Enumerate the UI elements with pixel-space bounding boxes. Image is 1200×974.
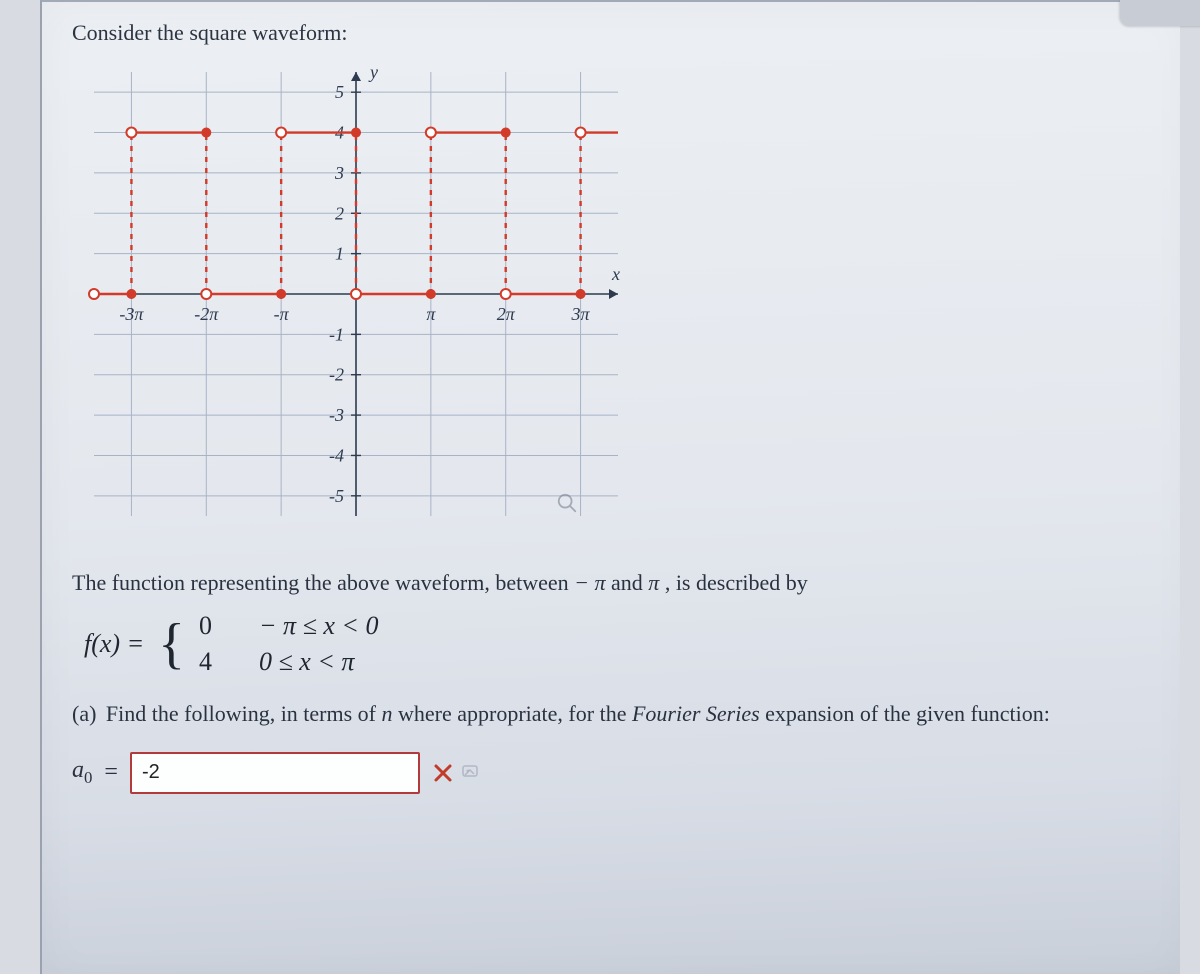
svg-text:x: x bbox=[611, 264, 620, 284]
svg-text:y: y bbox=[368, 62, 378, 82]
part-a-t2: where appropriate, for the bbox=[398, 701, 632, 726]
case-condition: 0 ≤ x < π bbox=[259, 647, 354, 677]
function-description: The function representing the above wave… bbox=[72, 568, 1150, 599]
case-condition: − π ≤ x < 0 bbox=[259, 611, 378, 641]
svg-text:-3π: -3π bbox=[119, 304, 144, 324]
svg-text:2π: 2π bbox=[497, 304, 516, 324]
svg-text:-2: -2 bbox=[329, 365, 344, 385]
waveform-chart: -3π-2π-ππ2π3π54321-1-2-3-4-5xy bbox=[76, 54, 1150, 562]
prompt-heading: Consider the square waveform: bbox=[72, 20, 1150, 46]
piecewise-lhs: f(x) = bbox=[84, 629, 144, 659]
question-paper: Consider the square waveform: -3π-2π-ππ2… bbox=[40, 0, 1180, 974]
a0-input[interactable] bbox=[130, 752, 420, 794]
part-a-fs: Fourier Series bbox=[632, 701, 760, 726]
answer-status-icon bbox=[462, 759, 482, 786]
desc-range-b: π bbox=[648, 570, 659, 595]
piecewise-case: 0 − π ≤ x < 0 bbox=[199, 611, 378, 641]
piecewise-definition: f(x) = { 0 − π ≤ x < 0 4 0 ≤ x < π bbox=[84, 611, 1150, 677]
desc-prefix: The function representing the above wave… bbox=[72, 570, 574, 595]
answer-row-a0: a0 = bbox=[72, 752, 1150, 794]
part-a-t3: expansion of the given function: bbox=[765, 701, 1050, 726]
desc-range-a: − π bbox=[574, 570, 605, 595]
svg-text:2: 2 bbox=[335, 203, 344, 223]
piecewise-case: 4 0 ≤ x < π bbox=[199, 647, 378, 677]
desc-and: and bbox=[611, 570, 648, 595]
part-a-t1: Find the following, in terms of bbox=[106, 701, 382, 726]
svg-text:-π: -π bbox=[274, 304, 290, 324]
magnifier-icon[interactable] bbox=[556, 494, 578, 519]
case-value: 4 bbox=[199, 647, 225, 677]
equals-sign: = bbox=[104, 759, 118, 786]
coef-a0-label: a0 bbox=[72, 757, 92, 788]
svg-text:-5: -5 bbox=[329, 486, 344, 506]
part-a-prompt: (a) Find the following, in terms of n wh… bbox=[72, 699, 1150, 730]
part-a-n: n bbox=[382, 701, 393, 726]
brace-icon: { bbox=[158, 619, 185, 669]
svg-text:-2π: -2π bbox=[194, 304, 219, 324]
svg-text:1: 1 bbox=[335, 244, 344, 264]
waveform-svg: -3π-2π-ππ2π3π54321-1-2-3-4-5xy bbox=[76, 54, 636, 534]
svg-text:3π: 3π bbox=[571, 304, 591, 324]
piecewise-cases: 0 − π ≤ x < 0 4 0 ≤ x < π bbox=[199, 611, 378, 677]
svg-text:π: π bbox=[426, 304, 436, 324]
case-value: 0 bbox=[199, 611, 225, 641]
desc-suffix: , is described by bbox=[665, 570, 808, 595]
svg-text:-3: -3 bbox=[329, 405, 344, 425]
svg-text:-1: -1 bbox=[329, 324, 344, 344]
part-label: (a) bbox=[72, 701, 102, 726]
wrong-icon bbox=[432, 762, 454, 784]
svg-text:-4: -4 bbox=[329, 445, 344, 465]
svg-text:3: 3 bbox=[334, 163, 344, 183]
svg-text:5: 5 bbox=[335, 82, 344, 102]
